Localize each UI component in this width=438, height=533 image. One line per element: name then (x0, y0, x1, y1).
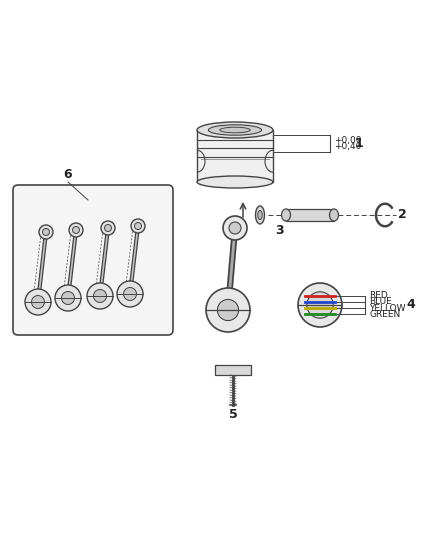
FancyBboxPatch shape (13, 185, 173, 335)
Circle shape (117, 281, 143, 307)
Ellipse shape (255, 206, 265, 224)
Text: GREEN: GREEN (369, 310, 400, 319)
Polygon shape (286, 209, 334, 221)
Circle shape (124, 287, 137, 301)
Circle shape (131, 219, 145, 233)
Ellipse shape (220, 127, 250, 133)
Ellipse shape (197, 176, 273, 188)
Circle shape (223, 216, 247, 240)
Text: 3: 3 (275, 223, 284, 237)
Circle shape (87, 283, 113, 309)
Text: 2: 2 (398, 208, 407, 222)
Circle shape (93, 289, 106, 303)
Text: 6: 6 (64, 168, 72, 182)
Circle shape (105, 224, 112, 231)
Ellipse shape (208, 125, 261, 135)
Text: 4: 4 (406, 298, 415, 311)
Circle shape (229, 222, 241, 234)
Circle shape (32, 295, 45, 309)
Circle shape (69, 223, 83, 237)
Circle shape (307, 292, 333, 318)
Text: 5: 5 (229, 408, 237, 422)
Circle shape (134, 222, 141, 230)
Text: 1: 1 (355, 137, 364, 150)
Circle shape (206, 288, 250, 332)
Circle shape (42, 229, 49, 236)
Circle shape (73, 227, 80, 233)
Polygon shape (197, 130, 273, 182)
Circle shape (25, 289, 51, 315)
Text: RED: RED (369, 291, 388, 300)
Circle shape (217, 300, 239, 320)
Text: +0,40: +0,40 (334, 142, 361, 151)
Circle shape (39, 225, 53, 239)
Circle shape (61, 292, 74, 304)
Text: YELLOW: YELLOW (369, 304, 406, 312)
Bar (215, 365, 251, 375)
Ellipse shape (282, 209, 290, 221)
Ellipse shape (197, 122, 273, 138)
Text: BLUE: BLUE (369, 297, 392, 306)
Ellipse shape (329, 209, 339, 221)
Text: +0,00: +0,00 (334, 136, 361, 145)
Circle shape (101, 221, 115, 235)
Circle shape (55, 285, 81, 311)
Circle shape (298, 283, 342, 327)
Ellipse shape (258, 211, 262, 220)
